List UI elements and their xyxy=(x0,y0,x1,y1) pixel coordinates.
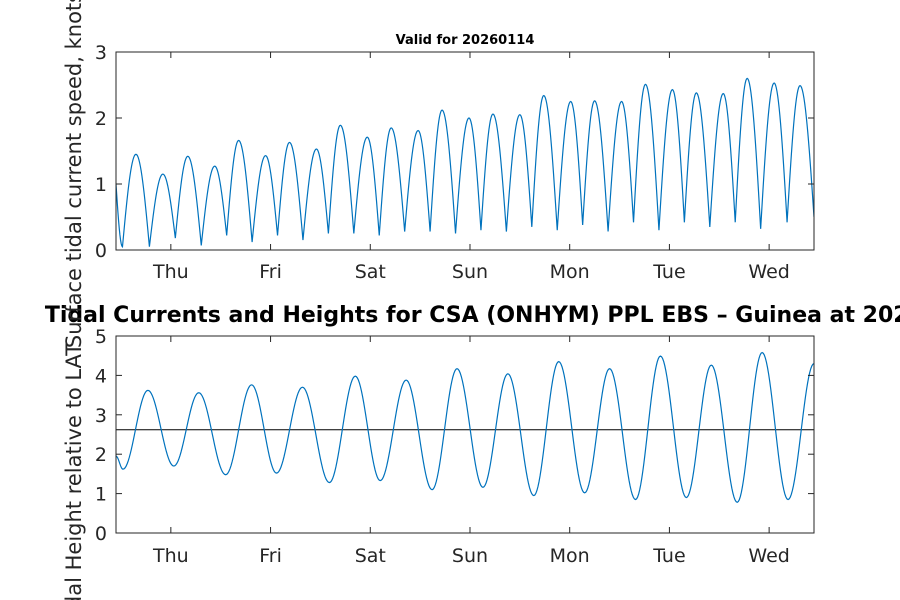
height-y-tick-label: 4 xyxy=(95,365,107,387)
height-y-tick-label: 3 xyxy=(95,405,107,427)
current-x-tick-label-wed: Wed xyxy=(748,261,789,283)
main-chart-title: Tidal Currents and Heights for CSA (ONHY… xyxy=(45,303,900,328)
height-y-tick-label: 2 xyxy=(95,444,107,466)
current-x-tick-label-fri: Fri xyxy=(259,261,282,283)
current-y-ticks: 0 1 2 3 xyxy=(95,42,814,262)
current-y-tick-label: 2 xyxy=(95,108,107,130)
height-x-tick-label-mon: Mon xyxy=(550,545,590,567)
current-x-ticks: Thu Fri Sat Sun Mon Tue Wed xyxy=(152,52,790,283)
current-x-tick-label-sun: Sun xyxy=(452,261,488,283)
current-chart-title: Valid for 20260114 xyxy=(396,33,535,48)
height-x-tick-label-sat: Sat xyxy=(355,545,386,567)
height-x-tick-label-wed: Wed xyxy=(748,545,789,567)
height-plot-area xyxy=(116,336,814,533)
height-x-tick-label-thu: Thu xyxy=(152,545,189,567)
current-x-tick-label-thu: Thu xyxy=(152,261,189,283)
current-x-tick-label-tue: Tue xyxy=(652,261,685,283)
height-x-tick-label-tue: Tue xyxy=(652,545,685,567)
current-x-tick-label-sat: Sat xyxy=(355,261,386,283)
height-axes-box xyxy=(115,335,815,534)
current-speed-line xyxy=(116,77,814,249)
tidal-height-line xyxy=(116,351,814,503)
current-y-axis-label: Surface tidal current speed, knots xyxy=(62,0,86,348)
height-y-tick-label: 5 xyxy=(95,326,107,348)
tidal-height-panel: 0 1 2 3 4 5 Thu Fri Sat Sun Mon Tue Wed xyxy=(95,326,815,567)
height-y-tick-label: 0 xyxy=(95,523,107,545)
current-y-tick-label: 0 xyxy=(95,240,107,262)
height-y-axis-label: Tidal Height relative to LAT xyxy=(62,343,86,600)
current-plot-area xyxy=(116,52,814,250)
current-y-tick-label: 1 xyxy=(95,174,107,196)
current-x-tick-label-mon: Mon xyxy=(550,261,590,283)
height-x-tick-label-fri: Fri xyxy=(259,545,282,567)
height-y-tick-label: 1 xyxy=(95,484,107,506)
current-y-tick-label: 3 xyxy=(95,42,107,64)
height-x-ticks: Thu Fri Sat Sun Mon Tue Wed xyxy=(152,336,790,567)
height-x-tick-label-sun: Sun xyxy=(452,545,488,567)
current-axes-box xyxy=(115,51,815,251)
height-y-ticks: 0 1 2 3 4 5 xyxy=(95,326,814,545)
